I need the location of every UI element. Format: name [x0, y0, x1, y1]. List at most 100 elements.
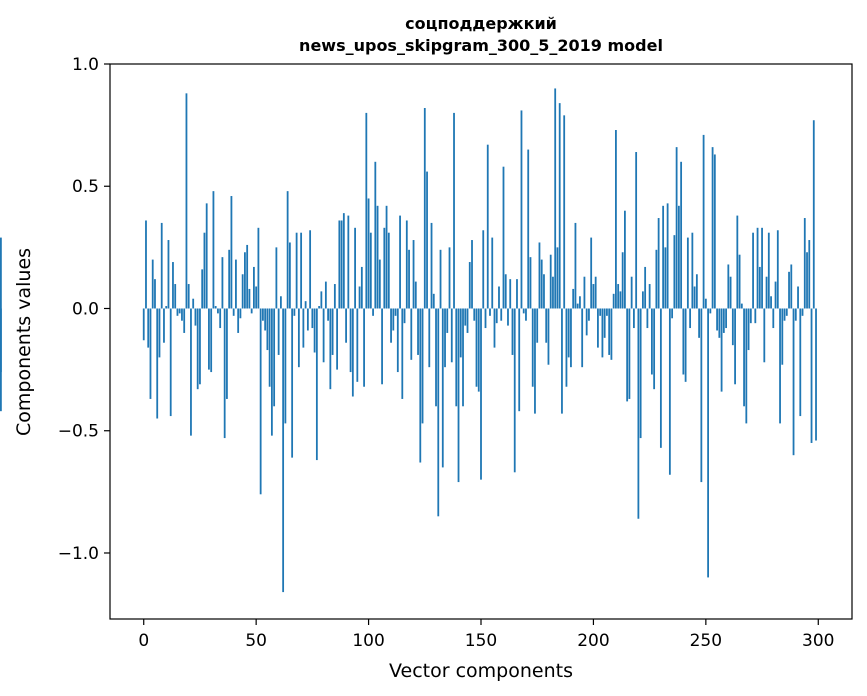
bar-154 [489, 308, 491, 316]
bar-79 [320, 291, 323, 309]
bar-296 [808, 240, 811, 309]
bar-270 [749, 308, 752, 324]
bar-224 [646, 308, 649, 329]
bar-151 [482, 230, 485, 309]
bar-147 [473, 308, 476, 321]
bar-73 [306, 308, 309, 331]
bar-198 [588, 308, 590, 321]
bar-216 [628, 308, 631, 399]
bar-78 [318, 306, 321, 309]
bar-115 [401, 308, 404, 399]
bar-238 [677, 205, 680, 309]
bar-17 [181, 308, 183, 321]
bar-240 [682, 308, 685, 375]
bar-58 [273, 308, 276, 407]
bar-113 [396, 308, 399, 373]
bar-218 [633, 308, 635, 329]
bar-2 [147, 308, 150, 348]
bar-201 [594, 276, 597, 309]
bar-3 [149, 308, 152, 399]
bar-0 [142, 308, 145, 341]
bar-126 [426, 171, 428, 309]
bar-228 [655, 249, 658, 309]
bar-77 [315, 308, 318, 461]
bar-237 [675, 147, 678, 309]
bar-43 [239, 308, 242, 319]
bar-176 [538, 242, 541, 309]
bar-170 [525, 308, 527, 321]
bar-185 [558, 103, 561, 309]
bar-135 [446, 308, 449, 333]
bar-132 [439, 249, 442, 309]
bar-105 [378, 259, 381, 309]
bar-30 [210, 308, 213, 373]
bar-242 [686, 237, 689, 309]
bar-108 [385, 205, 388, 309]
bar-104 [376, 205, 379, 309]
bar-150 [480, 308, 482, 480]
bar-281 [774, 281, 777, 309]
bar-177 [540, 259, 543, 309]
bar-16 [178, 308, 181, 314]
bar-96 [358, 286, 361, 309]
bar-111 [392, 308, 395, 331]
bar-21 [190, 308, 192, 436]
bar-217 [630, 276, 633, 309]
y-tick-label: 0.0 [72, 299, 99, 319]
bar-68 [295, 232, 298, 309]
bar-143 [464, 308, 467, 326]
bar-125 [423, 108, 426, 309]
bar-287 [788, 271, 790, 309]
bar-127 [428, 308, 431, 368]
bar-226 [650, 308, 653, 375]
bar-75 [311, 308, 314, 329]
bar-97 [360, 266, 363, 309]
bar-295 [806, 252, 808, 309]
bar-6 [156, 308, 159, 419]
bar-148 [475, 308, 478, 387]
bar-169 [522, 308, 525, 314]
bar-141 [459, 308, 462, 358]
bar-144 [466, 308, 469, 333]
bars-group [0, 88, 817, 593]
bar-29 [208, 308, 210, 370]
bar-116 [403, 308, 406, 324]
bar-199 [590, 237, 593, 309]
bar-146 [471, 240, 473, 309]
x-axis-ticks: 0 50 100 150 200 250 300 [138, 619, 834, 651]
bar-182 [552, 276, 554, 309]
bar-179 [545, 308, 548, 343]
bar-173 [531, 308, 534, 387]
bar-273 [756, 227, 759, 309]
bar-25 [199, 308, 201, 385]
bar-139 [455, 308, 458, 407]
bar-159 [500, 308, 503, 321]
bar-272 [754, 308, 757, 324]
bar-23 [194, 308, 197, 326]
bar-8 [160, 222, 163, 309]
bar-65 [288, 242, 291, 309]
bar-11 [167, 240, 170, 309]
y-tick-label: 0.5 [72, 177, 99, 197]
bar-140 [457, 308, 460, 483]
bar-167 [518, 308, 521, 412]
bar-181 [549, 254, 552, 309]
bar-285 [783, 308, 786, 321]
bar-129 [432, 293, 435, 309]
bar-203 [599, 308, 602, 316]
bar-220 [637, 308, 640, 519]
bar-175 [536, 308, 539, 343]
bar-123 [419, 308, 422, 463]
bar-211 [617, 284, 620, 309]
bar-49 [253, 266, 255, 309]
bar-184 [556, 247, 559, 309]
bar-22 [192, 298, 195, 309]
bar-174 [534, 308, 536, 414]
bar-18 [183, 308, 186, 333]
bar-86 [336, 308, 338, 370]
bar-92 [349, 308, 352, 373]
bar-183 [554, 88, 557, 309]
bar-81 [324, 281, 327, 309]
bar-undefined [0, 237, 2, 309]
bar-236 [673, 235, 676, 309]
